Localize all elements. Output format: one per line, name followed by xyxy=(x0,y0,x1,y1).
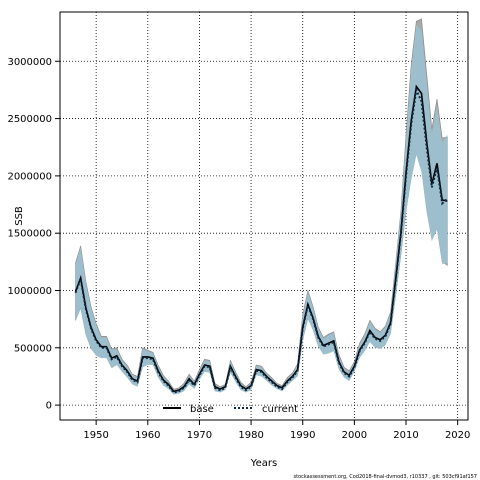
series-lines xyxy=(74,84,449,394)
y-axis-label: SSB xyxy=(14,206,25,226)
y-tick-label: 1000000 xyxy=(7,286,52,297)
plot-frame xyxy=(59,11,469,421)
x-tick-label: 2010 xyxy=(393,430,418,441)
y-tick-label: 1500000 xyxy=(7,229,52,240)
y-axis-ticks: 0 500000 1000000 1500000 2000000 2500000 30000… xyxy=(7,57,60,412)
y-tick-label: 0 xyxy=(46,401,52,412)
legend: base current xyxy=(163,404,298,415)
x-tick-label: 1990 xyxy=(290,430,315,441)
x-tick-label: 2000 xyxy=(342,430,367,441)
y-tick-label: 2000000 xyxy=(7,171,52,182)
x-axis-ticks: 1950 1960 1970 1980 1990 2000 2010 2020 xyxy=(83,420,470,441)
x-axis-label: Years xyxy=(250,458,277,469)
line-current xyxy=(74,86,449,394)
x-tick-label: 1950 xyxy=(83,430,108,441)
x-tick-label: 1960 xyxy=(135,430,160,441)
x-tick-label: 1980 xyxy=(238,430,263,441)
x-tick-label: 1970 xyxy=(187,430,212,441)
footnote: stockassessment.org, Cod2018-final-dvmod… xyxy=(293,474,477,480)
y-tick-label: 2500000 xyxy=(7,114,52,125)
x-tick-label: 2020 xyxy=(445,430,470,441)
legend-label-base: base xyxy=(190,404,214,415)
legend-label-current: current xyxy=(262,404,298,415)
y-tick-label: 500000 xyxy=(14,343,52,354)
y-tick-label: 3000000 xyxy=(7,57,52,68)
grid-lines xyxy=(60,12,468,420)
